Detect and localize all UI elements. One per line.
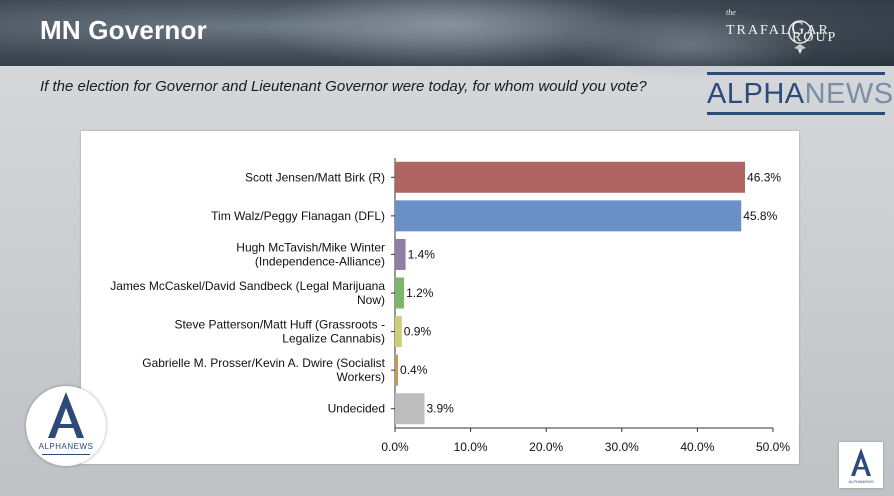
x-tick-label: 20.0%	[529, 440, 563, 454]
trafalgar-group-logo: the TRAFALGAR ROUP	[724, 8, 864, 56]
x-tick-label: 10.0%	[454, 440, 488, 454]
value-label: 45.8%	[743, 209, 777, 223]
trafalgar-logo-line1: TRAFALGAR	[726, 18, 830, 38]
category-label: Gabrielle M. Prosser/Kevin A. Dwire (Soc…	[142, 356, 385, 370]
value-label: 46.3%	[747, 170, 781, 184]
alphanews-logo: ALPHANEWS	[707, 72, 893, 116]
value-label: 0.9%	[404, 325, 432, 339]
alphanews-corner-caption: ALPHANEWS	[848, 479, 874, 484]
bar	[395, 393, 425, 425]
bar	[395, 354, 399, 386]
category-label: Tim Walz/Peggy Flanagan (DFL)	[211, 209, 385, 223]
value-label: 1.4%	[408, 247, 436, 261]
cloud-decoration	[560, 10, 820, 80]
value-label: 3.9%	[426, 402, 454, 416]
category-label: Scott Jensen/Matt Birk (R)	[245, 170, 385, 184]
category-label: (Independence-Alliance)	[255, 254, 385, 268]
value-label: 1.2%	[406, 286, 434, 300]
category-label: Undecided	[328, 402, 385, 416]
category-label: Workers)	[337, 370, 385, 384]
bar	[395, 238, 406, 270]
alphanews-wordmark: ALPHANEWS	[707, 78, 894, 110]
x-tick-label: 50.0%	[756, 440, 790, 454]
header-banner: MN Governor the TRAFALGAR ROUP	[0, 0, 894, 80]
bar-chart: 46.3% Scott Jensen/Matt Birk (R) 45.8% Tim …	[110, 158, 790, 454]
alphanews-badge-logo: ALPHANEWS	[26, 386, 106, 466]
value-label: 0.4%	[400, 363, 428, 377]
category-label: James McCaskel/David Sandbeck (Legal Mar…	[110, 279, 385, 293]
logo-rule-top	[707, 72, 885, 75]
x-tick-label: 40.0%	[680, 440, 714, 454]
category-label: Now)	[357, 293, 385, 307]
category-label: Steve Patterson/Matt Huff (Grassroots -	[174, 318, 385, 332]
trafalgar-logo-line2: ROUP	[792, 30, 838, 45]
trafalgar-compass-icon	[788, 20, 812, 54]
chart-panel: 46.3% Scott Jensen/Matt Birk (R) 45.8% Tim …	[81, 131, 799, 464]
page-title: MN Governor	[40, 15, 207, 45]
bar	[395, 200, 742, 232]
x-tick-label: 30.0%	[605, 440, 639, 454]
bar	[395, 277, 405, 309]
alphanews-a-icon	[42, 392, 90, 455]
category-label: Legalize Cannabis)	[282, 332, 385, 346]
alphanews-corner-logo: ALPHANEWS	[839, 442, 883, 488]
trafalgar-logo-the: the	[726, 8, 736, 17]
survey-question: If the election for Governor and Lieuten…	[40, 78, 647, 95]
bar	[395, 316, 402, 348]
category-label: Hugh McTavish/Mike Winter	[236, 240, 385, 254]
x-tick-label: 0.0%	[381, 440, 409, 454]
logo-rule-bottom	[707, 112, 885, 115]
alphanews-badge-caption: ALPHANEWS	[38, 442, 94, 451]
alphanews-a-icon	[851, 448, 871, 476]
bar	[395, 161, 746, 193]
